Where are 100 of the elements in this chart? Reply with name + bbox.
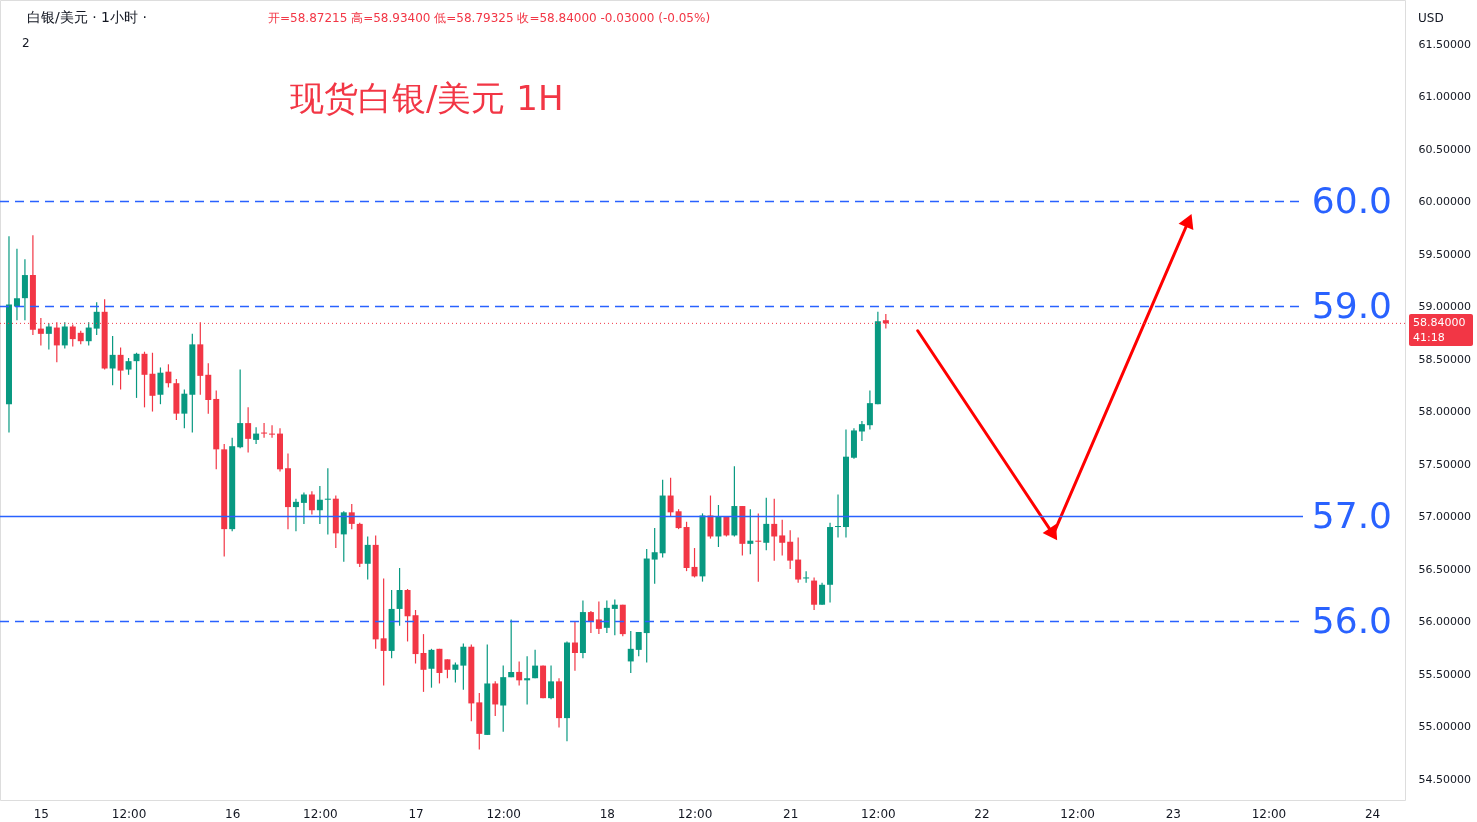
- x-tick-label: 21: [783, 806, 799, 821]
- x-tick-label: 12:00: [861, 806, 896, 821]
- x-tick-label: 12:00: [486, 806, 522, 821]
- candlestick: [532, 649, 539, 679]
- candlestick: [779, 519, 786, 556]
- y-tick-label: 60.00000: [1418, 195, 1471, 209]
- candlestick: [13, 248, 20, 321]
- candlestick: [548, 665, 555, 700]
- candlestick: [707, 494, 714, 540]
- y-tick-label: 56.00000: [1418, 615, 1471, 629]
- y-tick-label: 55.00000: [1418, 720, 1471, 734]
- text: 41:18: [1413, 331, 1445, 344]
- candlestick: [524, 655, 531, 706]
- candlestick: [253, 426, 260, 445]
- candlestick: [117, 346, 124, 391]
- text: 白银/美元 · 1小时 ·: [27, 9, 147, 25]
- candlestick: [508, 618, 515, 678]
- x-tick-label: 22: [974, 806, 990, 821]
- candlestick: [308, 490, 315, 516]
- text: 现货白银/美元 1H: [290, 78, 564, 118]
- candlestick: [452, 661, 459, 684]
- candlestick: [157, 366, 164, 405]
- candlestick: [428, 648, 435, 689]
- y-tick-label: 57.00000: [1418, 510, 1471, 524]
- candlestick: [611, 598, 618, 636]
- y-tick-label: 55.50000: [1418, 667, 1471, 681]
- x-tick-label: 18: [599, 806, 615, 821]
- candlestick: [396, 567, 403, 627]
- candlestick: [835, 493, 842, 539]
- x-tick-label: 12:00: [111, 806, 147, 821]
- y-tick-label: 54.50000: [1418, 772, 1471, 786]
- candlestick: [460, 642, 467, 691]
- candlestick: [667, 477, 674, 518]
- candlestick: [747, 508, 754, 555]
- candlestick: [771, 498, 778, 562]
- ref-line-label: 59.0: [1311, 284, 1392, 326]
- y-tick-label: 58.50000: [1418, 352, 1471, 366]
- y-tick-label: 59.50000: [1418, 247, 1471, 261]
- annotation: 开=58.87215 高=58.93400 低=58.79325 收=58.84000 -0.03000 (-0.05%): [268, 11, 711, 25]
- y-tick-label: 57.50000: [1418, 457, 1471, 471]
- candlestick: [603, 599, 610, 634]
- x-tick-label: 12:00: [677, 806, 713, 821]
- candlestick: [795, 536, 802, 584]
- y-tick-label: 61.50000: [1418, 37, 1471, 51]
- y-tick-label: 59.00000: [1418, 300, 1471, 314]
- candlestick: [635, 631, 642, 657]
- x-tick-label: 12:00: [1251, 806, 1287, 821]
- candlestick: [300, 491, 307, 525]
- candlestick: [420, 633, 427, 693]
- candlestick: [691, 547, 698, 579]
- candlestick: [165, 363, 172, 388]
- candlestick: [269, 424, 276, 439]
- candlestick: [571, 620, 578, 672]
- ref-line-label: 60.0: [1311, 179, 1392, 221]
- y-tick-label: 56.50000: [1418, 562, 1471, 576]
- candlestick: [181, 388, 188, 429]
- x-tick-label: 24: [1364, 806, 1381, 821]
- y-tick-label: 60.50000: [1418, 142, 1471, 156]
- x-tick-label: 12:00: [303, 806, 338, 821]
- ref-line-label: 58.84000: [1413, 316, 1466, 330]
- x-tick-label: 16: [225, 806, 241, 821]
- candlestick: [61, 321, 68, 350]
- candlestick: [109, 335, 116, 386]
- x-tick-label: 12:00: [1060, 806, 1095, 821]
- candlestick: [755, 512, 762, 583]
- candlestick: [316, 485, 323, 525]
- candlestick: [21, 258, 28, 321]
- candlestick: [261, 422, 268, 439]
- candlestick: [292, 498, 299, 532]
- candlestick: [93, 301, 100, 336]
- candlestick: [380, 577, 387, 687]
- candlestick: [348, 503, 355, 530]
- ref-line-label: 56.0: [1311, 599, 1392, 641]
- candlestick: [245, 406, 252, 454]
- candlestick: [803, 570, 810, 584]
- x-tick-label: 17: [408, 806, 424, 821]
- candlestick: [45, 322, 52, 351]
- candlestick: [587, 610, 594, 634]
- candlestick: [858, 420, 865, 442]
- text: USD: [1418, 11, 1444, 25]
- candlestick: [787, 529, 794, 570]
- candlestick: [819, 582, 826, 606]
- candlestick: [340, 510, 347, 563]
- candlestick: [675, 508, 682, 530]
- candlestick: [492, 680, 499, 717]
- candlestick: [715, 504, 722, 548]
- y-tick-label: 61.00000: [1418, 90, 1471, 104]
- candlestick: [595, 600, 602, 635]
- candlestick: [85, 321, 92, 347]
- x-tick-label: 23: [1165, 806, 1181, 821]
- x-tick-label: 15: [33, 806, 50, 821]
- candlestick: [516, 660, 523, 687]
- candlestick: [364, 535, 371, 581]
- candlestick: [651, 527, 658, 585]
- candlestick: [627, 630, 634, 674]
- ref-line-label: 57.0: [1311, 494, 1392, 536]
- y-tick-label: 58.00000: [1418, 405, 1471, 419]
- candlestick: [763, 497, 770, 551]
- candlestick: [866, 389, 873, 430]
- candlestick: [324, 467, 331, 535]
